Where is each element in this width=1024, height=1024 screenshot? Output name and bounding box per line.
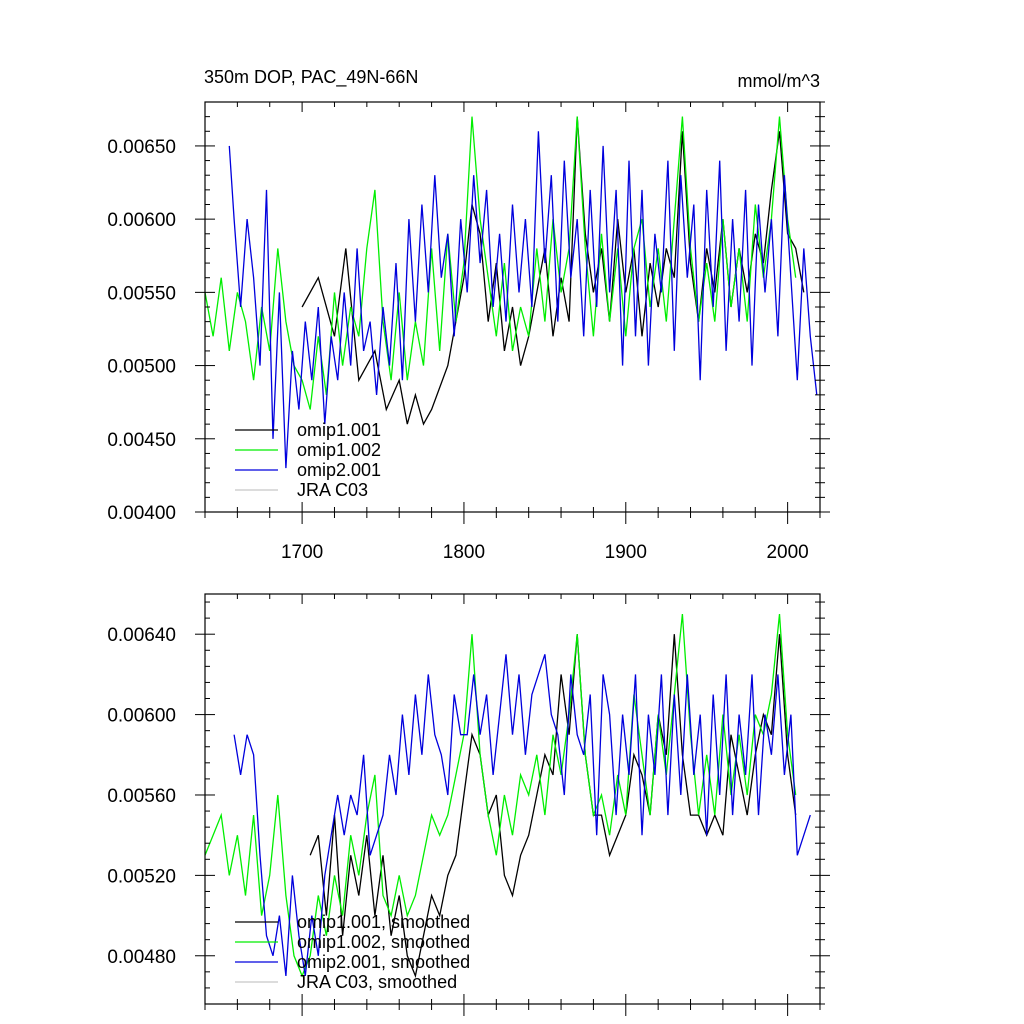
legend-label: omip1.002 bbox=[297, 440, 381, 460]
bottom-chart-ticks bbox=[195, 594, 830, 1016]
y-tick-label: 0.00520 bbox=[107, 866, 176, 887]
legend-label: omip1.001, smoothed bbox=[297, 912, 470, 932]
top-chart-y-tick-labels: 0.00400 0.00450 0.00500 0.00550 0.00600 0.006… bbox=[107, 137, 176, 524]
series-line-omip2-001 bbox=[228, 131, 818, 469]
legend-label: omip1.002, smoothed bbox=[297, 932, 470, 952]
y-tick-label: 0.00550 bbox=[107, 283, 176, 304]
series-line-omip1-002-smoothed bbox=[204, 614, 797, 978]
top-chart-frame bbox=[204, 101, 821, 513]
legend-label: omip2.001, smoothed bbox=[297, 952, 470, 972]
top-chart-series-lines bbox=[204, 116, 818, 469]
bottom-chart-y-tick-labels: 0.00480 0.00520 0.00560 0.00600 0.00640 bbox=[107, 625, 176, 968]
x-tick-label: 1900 bbox=[605, 542, 647, 563]
y-tick-label: 0.00560 bbox=[107, 786, 176, 807]
y-tick-label: 0.00400 bbox=[107, 503, 176, 524]
legend-label: omip1.001 bbox=[297, 420, 381, 440]
legend-label: JRA C03 bbox=[297, 480, 368, 500]
top-chart-units: mmol/m^3 bbox=[738, 71, 820, 91]
top-chart-x-tick-labels: 1700 1800 1900 2000 bbox=[281, 542, 809, 563]
x-tick-label: 1700 bbox=[281, 542, 323, 563]
x-tick-label: 2000 bbox=[766, 542, 808, 563]
top-chart-title: 350m DOP, PAC_49N-66N bbox=[204, 67, 418, 88]
legend-label: omip2.001 bbox=[297, 460, 381, 480]
bottom-chart-frame bbox=[204, 593, 821, 1005]
series-line-omip2-001-smoothed bbox=[233, 654, 811, 977]
y-tick-label: 0.00600 bbox=[107, 210, 176, 231]
top-chart-panel: 350m DOP, PAC_49N-66N mmol/m^3 0.004000.… bbox=[107, 67, 830, 563]
y-tick-label: 0.00600 bbox=[107, 706, 176, 727]
y-tick-label: 0.00640 bbox=[107, 625, 176, 646]
y-tick-label: 0.00500 bbox=[107, 357, 176, 378]
y-tick-label: 0.00650 bbox=[107, 137, 176, 158]
x-tick-label: 1800 bbox=[443, 542, 485, 563]
top-chart-ticks bbox=[195, 101, 830, 524]
legend-label: JRA C03, smoothed bbox=[297, 972, 457, 992]
y-tick-label: 0.00480 bbox=[107, 947, 176, 968]
y-tick-label: 0.00450 bbox=[107, 430, 176, 451]
bottom-chart-series-lines bbox=[204, 614, 811, 979]
bottom-chart-panel: 0.00480 0.00520 0.00560 0.00600 0.00640 omip… bbox=[107, 593, 830, 1016]
